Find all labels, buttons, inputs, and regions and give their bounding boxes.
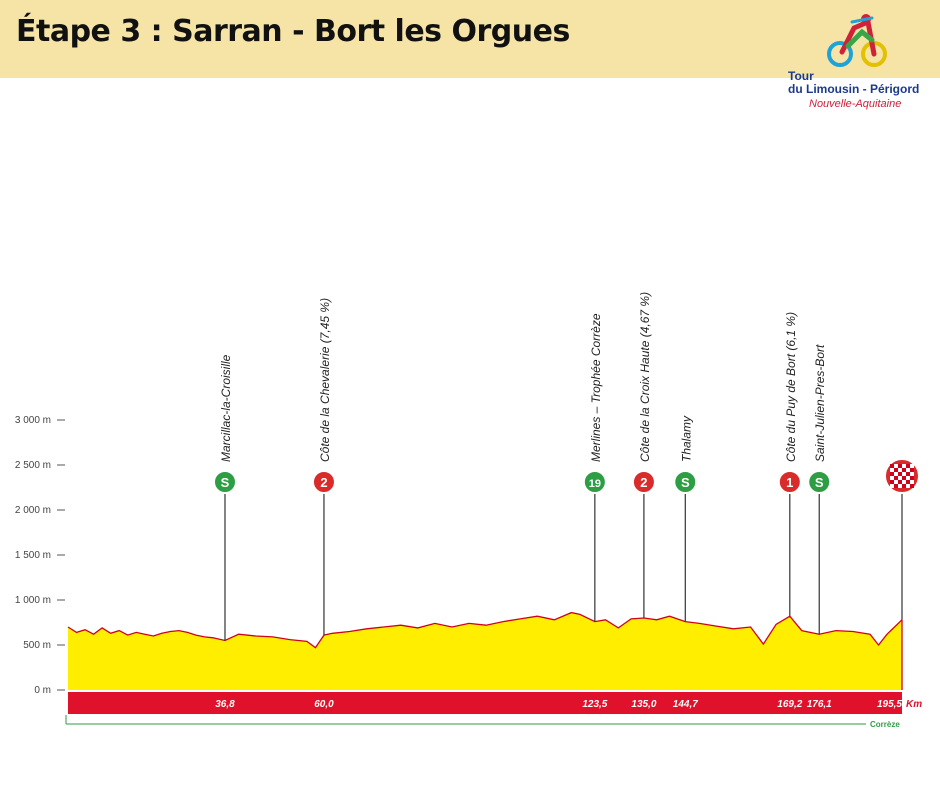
km-label: 135,0: [631, 699, 656, 710]
km-label: 60,0: [314, 699, 334, 710]
finish-flag-cell: [902, 464, 906, 468]
finish-flag-cell: [894, 484, 898, 488]
km-label: 36,8: [215, 699, 235, 710]
finish-flag-cell: [898, 480, 902, 484]
page-title: Étape 3 : Sarran - Bort les Orgues: [16, 14, 570, 49]
finish-flag-cell: [902, 484, 906, 488]
finish-flag-cell: [910, 484, 914, 488]
finish-flag-cell: [906, 472, 910, 476]
finish-flag-cell: [890, 476, 894, 480]
km-label: 144,7: [673, 699, 698, 710]
km-label: 123,5: [582, 699, 607, 710]
waypoint-name: Merlines – Trophée Corrèze: [589, 313, 603, 462]
finish-flag-cell: [890, 472, 894, 476]
cyclist-logo-icon: [827, 14, 887, 67]
finish-flag-cell: [910, 476, 914, 480]
waypoint-marker-icon: [673, 470, 698, 494]
finish-flag-cell: [894, 476, 898, 480]
waypoint-name: Marcillac-la-Croisille: [219, 354, 233, 462]
finish-flag-cell: [894, 480, 898, 484]
waypoint-name: Côte du Puy de Bort (6,1 %): [784, 312, 798, 462]
finish-flag-cell: [910, 480, 914, 484]
logo-line-2: du Limousin - Périgord: [788, 82, 920, 96]
waypoint-name: Côte de la Croix Haute (4,67 %): [638, 292, 652, 462]
finish-flag-cell: [902, 476, 906, 480]
finish-flag-cell: [898, 476, 902, 480]
finish-flag-cell: [894, 472, 898, 476]
finish-flag-cell: [902, 468, 906, 472]
logo-line-3: Nouvelle-Aquitaine: [809, 98, 902, 110]
waypoint-marker-label: S: [681, 475, 690, 490]
finish-flag-cell: [894, 464, 898, 468]
y-tick-label: 2 500 m: [15, 460, 51, 471]
km-bar: [68, 692, 902, 714]
elevation-area: [68, 612, 902, 690]
waypoint-marker-label: 2: [320, 475, 327, 490]
km-label: 176,1: [807, 699, 832, 710]
y-tick-label: 500 m: [23, 640, 51, 651]
waypoint-marker-icon: [631, 470, 656, 494]
waypoint-marker-icon: [582, 470, 607, 494]
waypoint-name: Côte de la Chevalerie (7,45 %): [318, 298, 332, 462]
finish-flag-cell: [906, 480, 910, 484]
elevation-line: [67, 611, 903, 649]
header-banner: [0, 0, 940, 78]
logo-line-1: Tour: [788, 69, 814, 83]
finish-flag-cell: [910, 468, 914, 472]
waypoint-marker-icon: [311, 470, 336, 494]
waypoint-marker-label: 1: [786, 475, 793, 490]
y-tick-label: 0 m: [34, 685, 51, 696]
finish-flag-cell: [890, 480, 894, 484]
race-logo: Tour du Limousin - Périgord Nouvelle-Aqu…: [782, 10, 932, 112]
y-tick-label: 3 000 m: [15, 415, 51, 426]
finish-flag-cell: [906, 484, 910, 488]
km-unit-label: Km: [906, 699, 922, 710]
finish-flag-cell: [910, 464, 914, 468]
finish-flag-cell: [890, 484, 894, 488]
waypoint-marker-icon: [807, 470, 832, 494]
finish-flag-cell: [894, 468, 898, 472]
km-label: 195,5: [877, 699, 902, 710]
km-label: 169,2: [777, 699, 802, 710]
y-tick-label: 1 500 m: [15, 550, 51, 561]
waypoint-marker-label: 2: [640, 475, 647, 490]
waypoint-marker-label: S: [221, 475, 230, 490]
finish-flag-cell: [902, 472, 906, 476]
waypoint-marker-label: S: [815, 475, 824, 490]
finish-flag-cell: [898, 484, 902, 488]
waypoint-name: Thalamy: [679, 415, 693, 462]
y-tick-label: 1 000 m: [15, 595, 51, 606]
finish-flag-cell: [898, 472, 902, 476]
finish-flag-cell: [910, 472, 914, 476]
waypoint-marker-label: 19: [589, 478, 601, 490]
finish-flag-cell: [906, 468, 910, 472]
finish-flag-cell: [890, 464, 894, 468]
waypoint-marker-icon: [212, 470, 237, 494]
waypoint-marker-icon: [777, 470, 802, 494]
finish-flag-cell: [906, 476, 910, 480]
waypoint-name: Saint-Julien-Pres-Bort: [813, 344, 827, 462]
department-label: Corrèze: [870, 720, 900, 729]
finish-flag-cell: [890, 468, 894, 472]
finish-flag-cell: [906, 464, 910, 468]
finish-flag-cell: [898, 468, 902, 472]
finish-flag-cell: [902, 480, 906, 484]
y-tick-label: 2 000 m: [15, 505, 51, 516]
finish-flag-cell: [898, 464, 902, 468]
